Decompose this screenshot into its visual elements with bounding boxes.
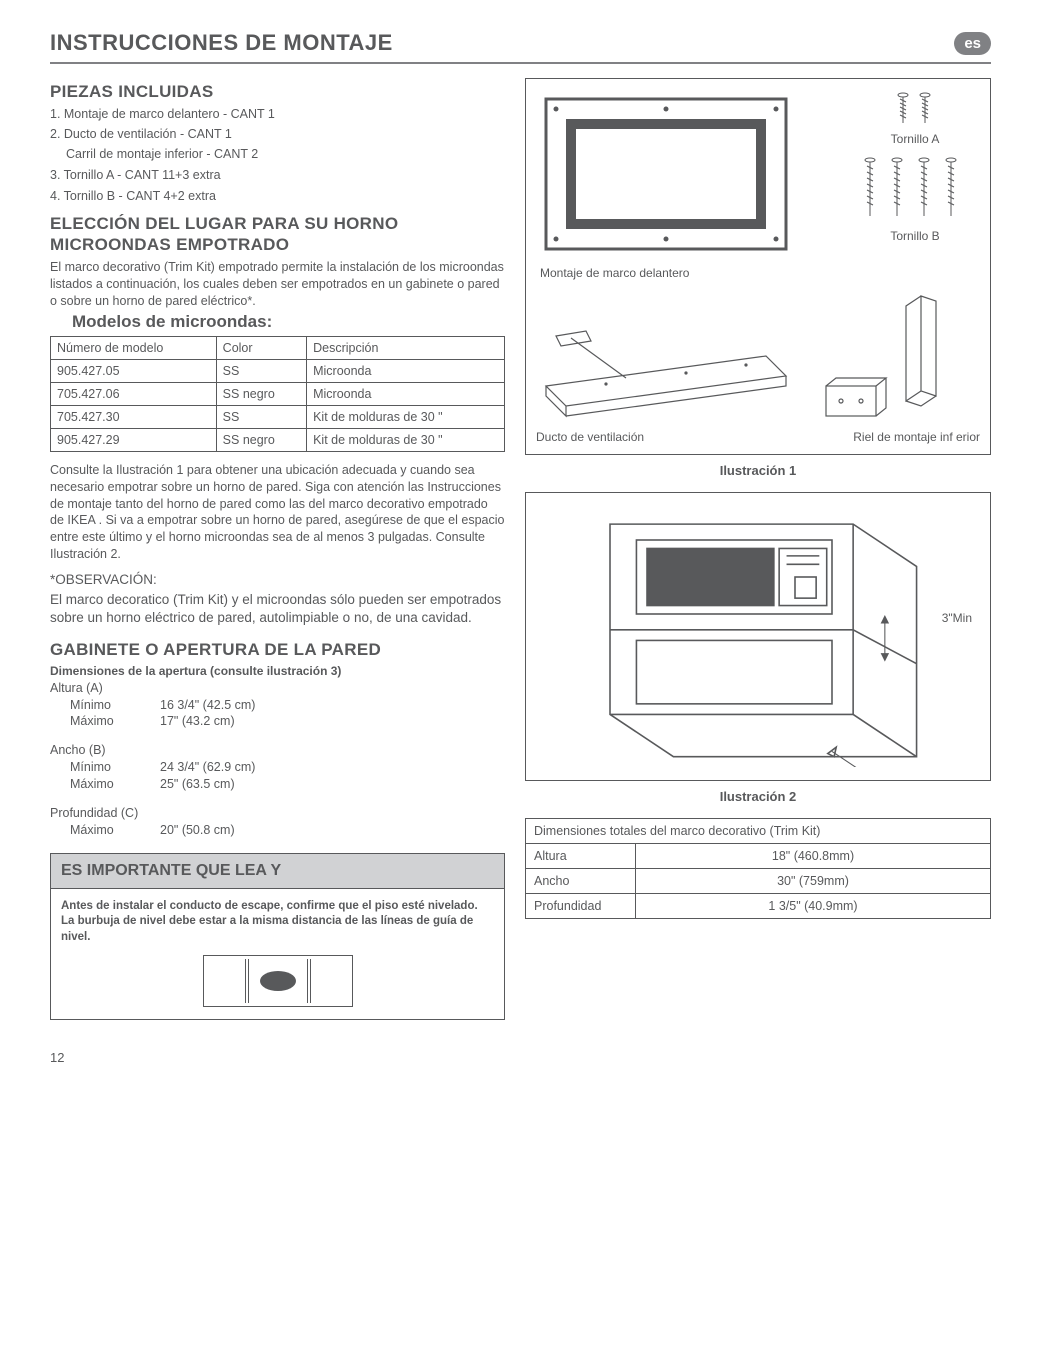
important-body: Antes de instalar el conducto de escape,… <box>51 889 504 1020</box>
table-row: 905.427.05 SS Microonda <box>51 359 505 382</box>
fig2-caption: Ilustración 2 <box>525 789 991 804</box>
illustration-2-box: 3"Min <box>525 492 991 781</box>
main-columns: PIEZAS INCLUIDAS 1. Montaje de marco del… <box>50 78 991 1020</box>
col-header: Color <box>216 336 306 359</box>
modelos-table: Número de modelo Color Descripción 905.4… <box>50 336 505 452</box>
table-row: 705.427.30 SS Kit de molduras de 30 " <box>51 405 505 428</box>
trimkit-header: Dimensiones totales del marco decorativo… <box>526 819 991 844</box>
dimension-groups: Altura (A)Mínimo16 3/4" (42.5 cm)Máximo1… <box>50 680 505 839</box>
dim-value: 17" (43.2 cm) <box>160 714 235 728</box>
vent-duct-diagram <box>536 306 796 426</box>
col-header: Número de modelo <box>51 336 217 359</box>
column-right: Tornillo A <box>525 78 991 1020</box>
trimkit-table: Dimensiones totales del marco decorativo… <box>525 818 991 919</box>
level-tool-icon <box>203 955 353 1007</box>
cell: Altura <box>526 844 636 869</box>
cell: SS <box>216 405 306 428</box>
piezas-item: Carril de montaje inferior - CANT 2 <box>50 146 505 163</box>
table-row: Altura 18" (460.8mm) <box>526 844 991 869</box>
piezas-item: 3. Tornillo A - CANT 11+3 extra <box>50 167 505 184</box>
piezas-item: 1. Montaje de marco delantero - CANT 1 <box>50 106 505 123</box>
dim-value: 25" (63.5 cm) <box>160 777 235 791</box>
table-row: 705.427.06 SS negro Microonda <box>51 382 505 405</box>
cell: SS <box>216 359 306 382</box>
dim-row: Máximo17" (43.2 cm) <box>50 713 505 730</box>
dim-value: 24 3/4" (62.9 cm) <box>160 760 255 774</box>
dim-row: Mínimo16 3/4" (42.5 cm) <box>50 697 505 714</box>
cell: 905.427.29 <box>51 428 217 451</box>
mounting-rail-diagram <box>806 286 946 426</box>
eleccion-paragraph: El marco decorativo (Trim Kit) empotrado… <box>50 259 505 310</box>
lang-badge: es <box>954 32 991 55</box>
col-header: Descripción <box>307 336 505 359</box>
important-box: ES IMPORTANTE QUE LEA Y Antes de instala… <box>50 853 505 1021</box>
observacion-label: *OBSERVACIÓN: <box>50 571 505 589</box>
rail-label: Riel de montaje inf erior <box>853 430 980 444</box>
dim-group-label: Ancho (B) <box>50 742 505 759</box>
dim-group-label: Profundidad (C) <box>50 805 505 822</box>
frame-label: Montaje de marco delantero <box>540 266 980 280</box>
dim-row: Máximo20" (50.8 cm) <box>50 822 505 839</box>
screw-a-icon <box>885 89 945 129</box>
dim-key: Máximo <box>70 822 160 839</box>
eleccion-heading: ELECCIÓN DEL LUGAR PARA SU HORNO MICROON… <box>50 214 505 255</box>
modelos-heading: Modelos de microondas: <box>50 312 505 332</box>
gabinete-heading: GABINETE O APERTURA DE LA PARED <box>50 640 505 660</box>
dim-key: Máximo <box>70 776 160 793</box>
screw-a-label: Tornillo A <box>850 132 980 146</box>
table-row: Profundidad 1 3/5" (40.9mm) <box>526 894 991 919</box>
column-left: PIEZAS INCLUIDAS 1. Montaje de marco del… <box>50 78 505 1020</box>
cell: 18" (460.8mm) <box>636 844 991 869</box>
cell: Kit de molduras de 30 " <box>307 428 505 451</box>
gabinete-subheading: Dimensiones de la apertura (consulte ilu… <box>50 664 505 678</box>
important-body-text: Antes de instalar el conducto de escape,… <box>61 900 478 943</box>
piezas-heading: PIEZAS INCLUIDAS <box>50 82 505 102</box>
cell: Microonda <box>307 359 505 382</box>
cell: SS negro <box>216 382 306 405</box>
header-title: INSTRUCCIONES DE MONTAJE <box>50 30 954 56</box>
cell: Profundidad <box>526 894 636 919</box>
dim-row: Máximo25" (63.5 cm) <box>50 776 505 793</box>
illustration-1-box: Tornillo A <box>525 78 991 455</box>
front-frame-diagram <box>536 89 840 262</box>
cell: 705.427.06 <box>51 382 217 405</box>
screw-b-label: Tornillo B <box>850 229 980 243</box>
cabinet-diagram <box>536 503 980 767</box>
min-label: 3"Min <box>942 611 972 625</box>
important-title: ES IMPORTANTE QUE LEA Y <box>51 854 504 889</box>
cell: SS negro <box>216 428 306 451</box>
screw-b-icon <box>855 154 975 226</box>
table-row: Número de modelo Color Descripción <box>51 336 505 359</box>
table-row: Ancho 30" (759mm) <box>526 869 991 894</box>
cell: Microonda <box>307 382 505 405</box>
cell: 1 3/5" (40.9mm) <box>636 894 991 919</box>
consulte-paragraph: Consulte la Ilustración 1 para obtener u… <box>50 462 505 563</box>
cell: Kit de molduras de 30 " <box>307 405 505 428</box>
cell: 705.427.30 <box>51 405 217 428</box>
cell: Ancho <box>526 869 636 894</box>
dim-key: Mínimo <box>70 697 160 714</box>
page-header: INSTRUCCIONES DE MONTAJE es <box>50 30 991 64</box>
duct-label: Ducto de ventilación <box>536 430 644 444</box>
dim-value: 16 3/4" (42.5 cm) <box>160 698 255 712</box>
cell: 30" (759mm) <box>636 869 991 894</box>
cell: 905.427.05 <box>51 359 217 382</box>
piezas-item: 4. Tornillo B - CANT 4+2 extra <box>50 188 505 205</box>
table-row: 905.427.29 SS negro Kit de molduras de 3… <box>51 428 505 451</box>
piezas-item: 2. Ducto de ventilación - CANT 1 <box>50 126 505 143</box>
table-row: Dimensiones totales del marco decorativo… <box>526 819 991 844</box>
dim-row: Mínimo24 3/4" (62.9 cm) <box>50 759 505 776</box>
dim-key: Máximo <box>70 713 160 730</box>
observacion-text: El marco decoratico (Trim Kit) y el micr… <box>50 591 505 627</box>
page-number: 12 <box>50 1050 991 1065</box>
dim-key: Mínimo <box>70 759 160 776</box>
fig1-caption: Ilustración 1 <box>525 463 991 478</box>
dim-group-label: Altura (A) <box>50 680 505 697</box>
dim-value: 20" (50.8 cm) <box>160 823 235 837</box>
